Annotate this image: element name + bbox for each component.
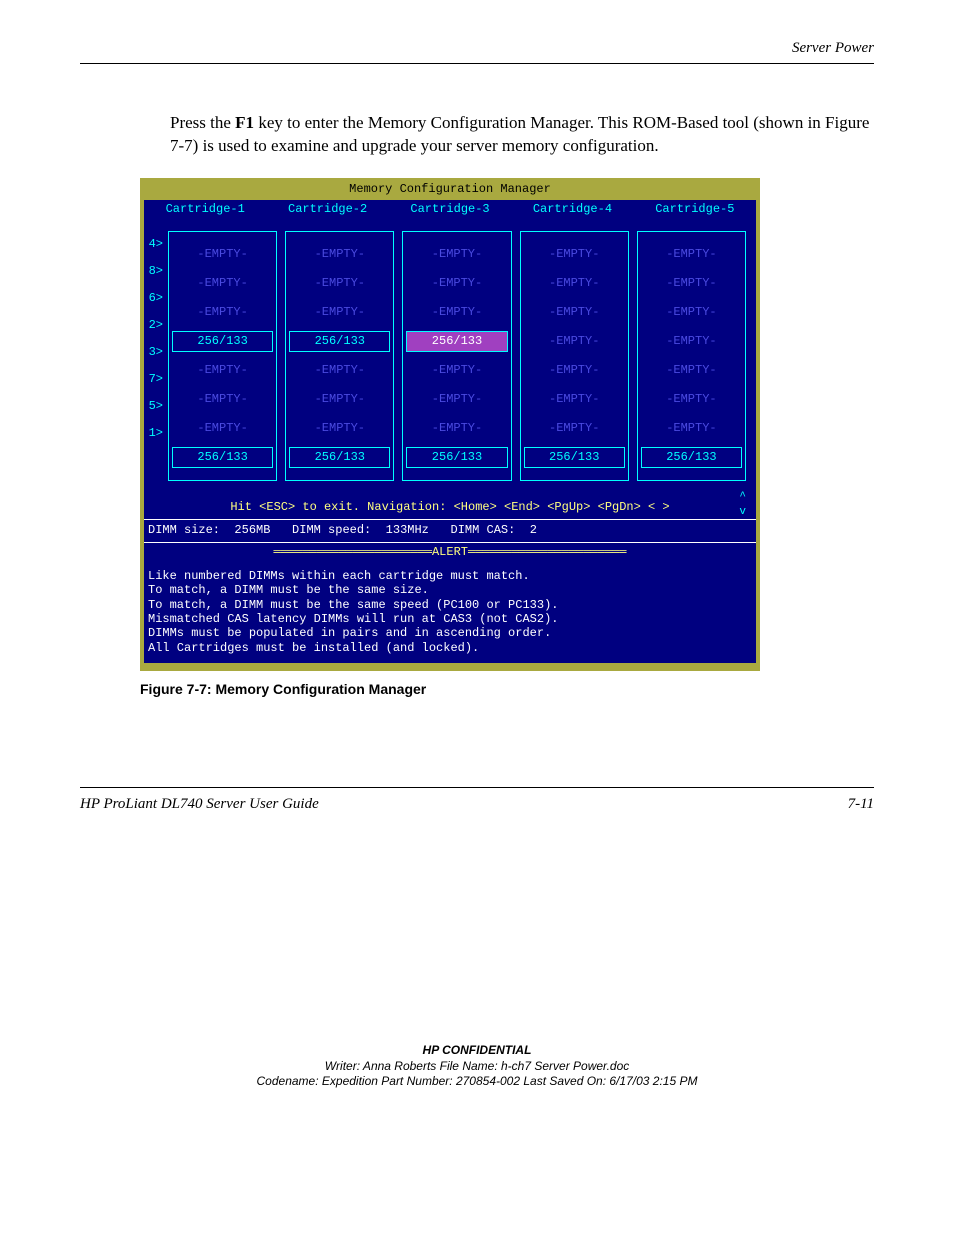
cartridge-tabs: Cartridge-1 Cartridge-2 Cartridge-3 Cart… bbox=[144, 200, 756, 220]
row-label: 4> bbox=[146, 231, 164, 258]
dimm-slot-empty[interactable]: -EMPTY- bbox=[524, 389, 625, 410]
dimm-slot-empty[interactable]: -EMPTY- bbox=[289, 302, 390, 323]
header-section: Server Power bbox=[792, 40, 874, 56]
alert-header: ══════════════════════ALERT═════════════… bbox=[144, 543, 756, 561]
dimm-slot-populated[interactable]: 256/133 bbox=[289, 447, 390, 468]
dimm-slot-populated[interactable]: 256/133 bbox=[641, 447, 742, 468]
page-footer: HP ProLiant DL740 Server User Guide 7-11 bbox=[80, 787, 874, 813]
cartridge-column-3: -EMPTY- -EMPTY- -EMPTY- 256/133 -EMPTY- -EMPT… bbox=[402, 231, 511, 481]
confidential-line-1: Writer: Anna Roberts File Name: h-ch7 Se… bbox=[80, 1059, 874, 1075]
dimm-slot-empty[interactable]: -EMPTY- bbox=[524, 244, 625, 265]
alert-body: Like numbered DIMMs within each cartridg… bbox=[144, 561, 756, 663]
cartridge-column-2: -EMPTY- -EMPTY- -EMPTY- 256/133 -EMPTY- -EMPT… bbox=[285, 231, 394, 481]
row-label: 7> bbox=[146, 366, 164, 393]
info-cas-value: 2 bbox=[530, 523, 537, 537]
alert-line: All Cartridges must be installed (and lo… bbox=[148, 641, 752, 655]
alert-line: DIMMs must be populated in pairs and in … bbox=[148, 626, 752, 640]
row-label: 5> bbox=[146, 393, 164, 420]
alert-line: Like numbered DIMMs within each cartridg… bbox=[148, 569, 752, 583]
dimm-slot-empty[interactable]: -EMPTY- bbox=[172, 360, 273, 381]
dimm-slot-selected[interactable]: 256/133 bbox=[406, 331, 507, 352]
dimm-slot-empty[interactable]: -EMPTY- bbox=[289, 273, 390, 294]
tab-cartridge-3[interactable]: Cartridge-3 bbox=[389, 202, 511, 218]
alert-line: To match, a DIMM must be the same size. bbox=[148, 583, 752, 597]
dimm-slot-empty[interactable]: -EMPTY- bbox=[641, 418, 742, 439]
scroll-up-icon: ^ bbox=[739, 493, 746, 502]
row-number-column: 4>8>6>2>3>7>5>1> bbox=[146, 231, 164, 481]
dimm-slot-empty[interactable]: -EMPTY- bbox=[406, 389, 507, 410]
info-cas-label: DIMM CAS: bbox=[451, 523, 516, 537]
cartridge-column-1: -EMPTY- -EMPTY- -EMPTY- 256/133 -EMPTY- -EMPT… bbox=[168, 231, 277, 481]
alert-line: To match, a DIMM must be the same speed … bbox=[148, 598, 752, 612]
dimm-slot-empty[interactable]: -EMPTY- bbox=[524, 418, 625, 439]
scroll-indicators: ^ v bbox=[739, 493, 746, 517]
footer-guide-name: HP ProLiant DL740 Server User Guide bbox=[80, 796, 319, 813]
dimm-slot-empty[interactable]: -EMPTY- bbox=[289, 360, 390, 381]
dimm-slot-empty[interactable]: -EMPTY- bbox=[641, 302, 742, 323]
key-f1: F1 bbox=[235, 113, 254, 132]
row-label: 6> bbox=[146, 285, 164, 312]
alert-line: Mismatched CAS latency DIMMs will run at… bbox=[148, 612, 752, 626]
dimm-slot-empty[interactable]: -EMPTY- bbox=[641, 389, 742, 410]
tab-cartridge-1[interactable]: Cartridge-1 bbox=[144, 202, 266, 218]
dimm-slot-empty[interactable]: -EMPTY- bbox=[172, 418, 273, 439]
nav-text: Hit <ESC> to exit. Navigation: <Home> <E… bbox=[230, 500, 669, 514]
dimm-slot-populated[interactable]: 256/133 bbox=[524, 447, 625, 468]
dimm-slot-empty[interactable]: -EMPTY- bbox=[172, 389, 273, 410]
dimm-slot-empty[interactable]: -EMPTY- bbox=[406, 302, 507, 323]
dimm-slot-empty[interactable]: -EMPTY- bbox=[641, 273, 742, 294]
dimm-slot-empty[interactable]: -EMPTY- bbox=[406, 418, 507, 439]
dimm-slot-empty[interactable]: -EMPTY- bbox=[289, 389, 390, 410]
row-label: 1> bbox=[146, 420, 164, 447]
dimm-slot-empty[interactable]: -EMPTY- bbox=[172, 273, 273, 294]
dimm-slot-empty[interactable]: -EMPTY- bbox=[289, 418, 390, 439]
row-label: 3> bbox=[146, 339, 164, 366]
confidential-title: HP CONFIDENTIAL bbox=[80, 1043, 874, 1059]
dimm-slot-populated[interactable]: 256/133 bbox=[406, 447, 507, 468]
alert-label: ALERT bbox=[432, 545, 468, 559]
cartridge-column-4: -EMPTY- -EMPTY- -EMPTY- -EMPTY- -EMPTY- -EMPT… bbox=[520, 231, 629, 481]
tab-cartridge-4[interactable]: Cartridge-4 bbox=[511, 202, 633, 218]
info-size-value: 256MB bbox=[234, 523, 270, 537]
confidential-block: HP CONFIDENTIAL Writer: Anna Roberts Fil… bbox=[80, 1043, 874, 1090]
confidential-line-2: Codename: Expedition Part Number: 270854… bbox=[80, 1074, 874, 1090]
instruction-paragraph: Press the F1 key to enter the Memory Con… bbox=[170, 112, 874, 158]
dimm-slot-empty[interactable]: -EMPTY- bbox=[524, 273, 625, 294]
dimm-slot-empty[interactable]: -EMPTY- bbox=[641, 360, 742, 381]
figure-caption: Figure 7-7: Memory Configuration Manager bbox=[140, 681, 874, 697]
terminal-screenshot: Memory Configuration Manager Cartridge-1… bbox=[140, 178, 760, 671]
dimm-slot-empty[interactable]: -EMPTY- bbox=[524, 360, 625, 381]
dimm-slot-empty[interactable]: -EMPTY- bbox=[524, 331, 625, 352]
footer-page-number: 7-11 bbox=[848, 796, 874, 813]
dimm-slot-empty[interactable]: -EMPTY- bbox=[406, 244, 507, 265]
dimm-slot-empty[interactable]: -EMPTY- bbox=[406, 273, 507, 294]
dimm-slot-populated[interactable]: 256/133 bbox=[172, 331, 273, 352]
page-header: Server Power bbox=[80, 40, 874, 64]
row-label: 2> bbox=[146, 312, 164, 339]
dimm-slot-empty[interactable]: -EMPTY- bbox=[524, 302, 625, 323]
info-speed-label: DIMM speed: bbox=[292, 523, 371, 537]
dimm-slot-empty[interactable]: -EMPTY- bbox=[172, 302, 273, 323]
dimm-slot-empty[interactable]: -EMPTY- bbox=[641, 244, 742, 265]
tab-cartridge-2[interactable]: Cartridge-2 bbox=[266, 202, 388, 218]
row-label: 8> bbox=[146, 258, 164, 285]
dimm-slot-empty[interactable]: -EMPTY- bbox=[641, 331, 742, 352]
nav-hint: Hit <ESC> to exit. Navigation: <Home> <E… bbox=[144, 495, 756, 519]
info-size-label: DIMM size: bbox=[148, 523, 220, 537]
scroll-down-icon: v bbox=[739, 508, 746, 517]
dimm-slot-populated[interactable]: 256/133 bbox=[172, 447, 273, 468]
cartridge-column-5: -EMPTY- -EMPTY- -EMPTY- -EMPTY- -EMPTY- -EMPT… bbox=[637, 231, 746, 481]
dimm-slot-empty[interactable]: -EMPTY- bbox=[289, 244, 390, 265]
dimm-slot-empty[interactable]: -EMPTY- bbox=[406, 360, 507, 381]
dimm-slot-populated[interactable]: 256/133 bbox=[289, 331, 390, 352]
tab-cartridge-5[interactable]: Cartridge-5 bbox=[634, 202, 756, 218]
dimm-slot-empty[interactable]: -EMPTY- bbox=[172, 244, 273, 265]
terminal-title: Memory Configuration Manager bbox=[144, 182, 756, 200]
dimm-info-line: DIMM size: 256MB DIMM speed: 133MHz DIMM… bbox=[144, 519, 756, 543]
dimm-grid: 4>8>6>2>3>7>5>1> -EMPTY- -EMPTY- -EMPTY- 256… bbox=[144, 219, 756, 495]
info-speed-value: 133MHz bbox=[386, 523, 429, 537]
